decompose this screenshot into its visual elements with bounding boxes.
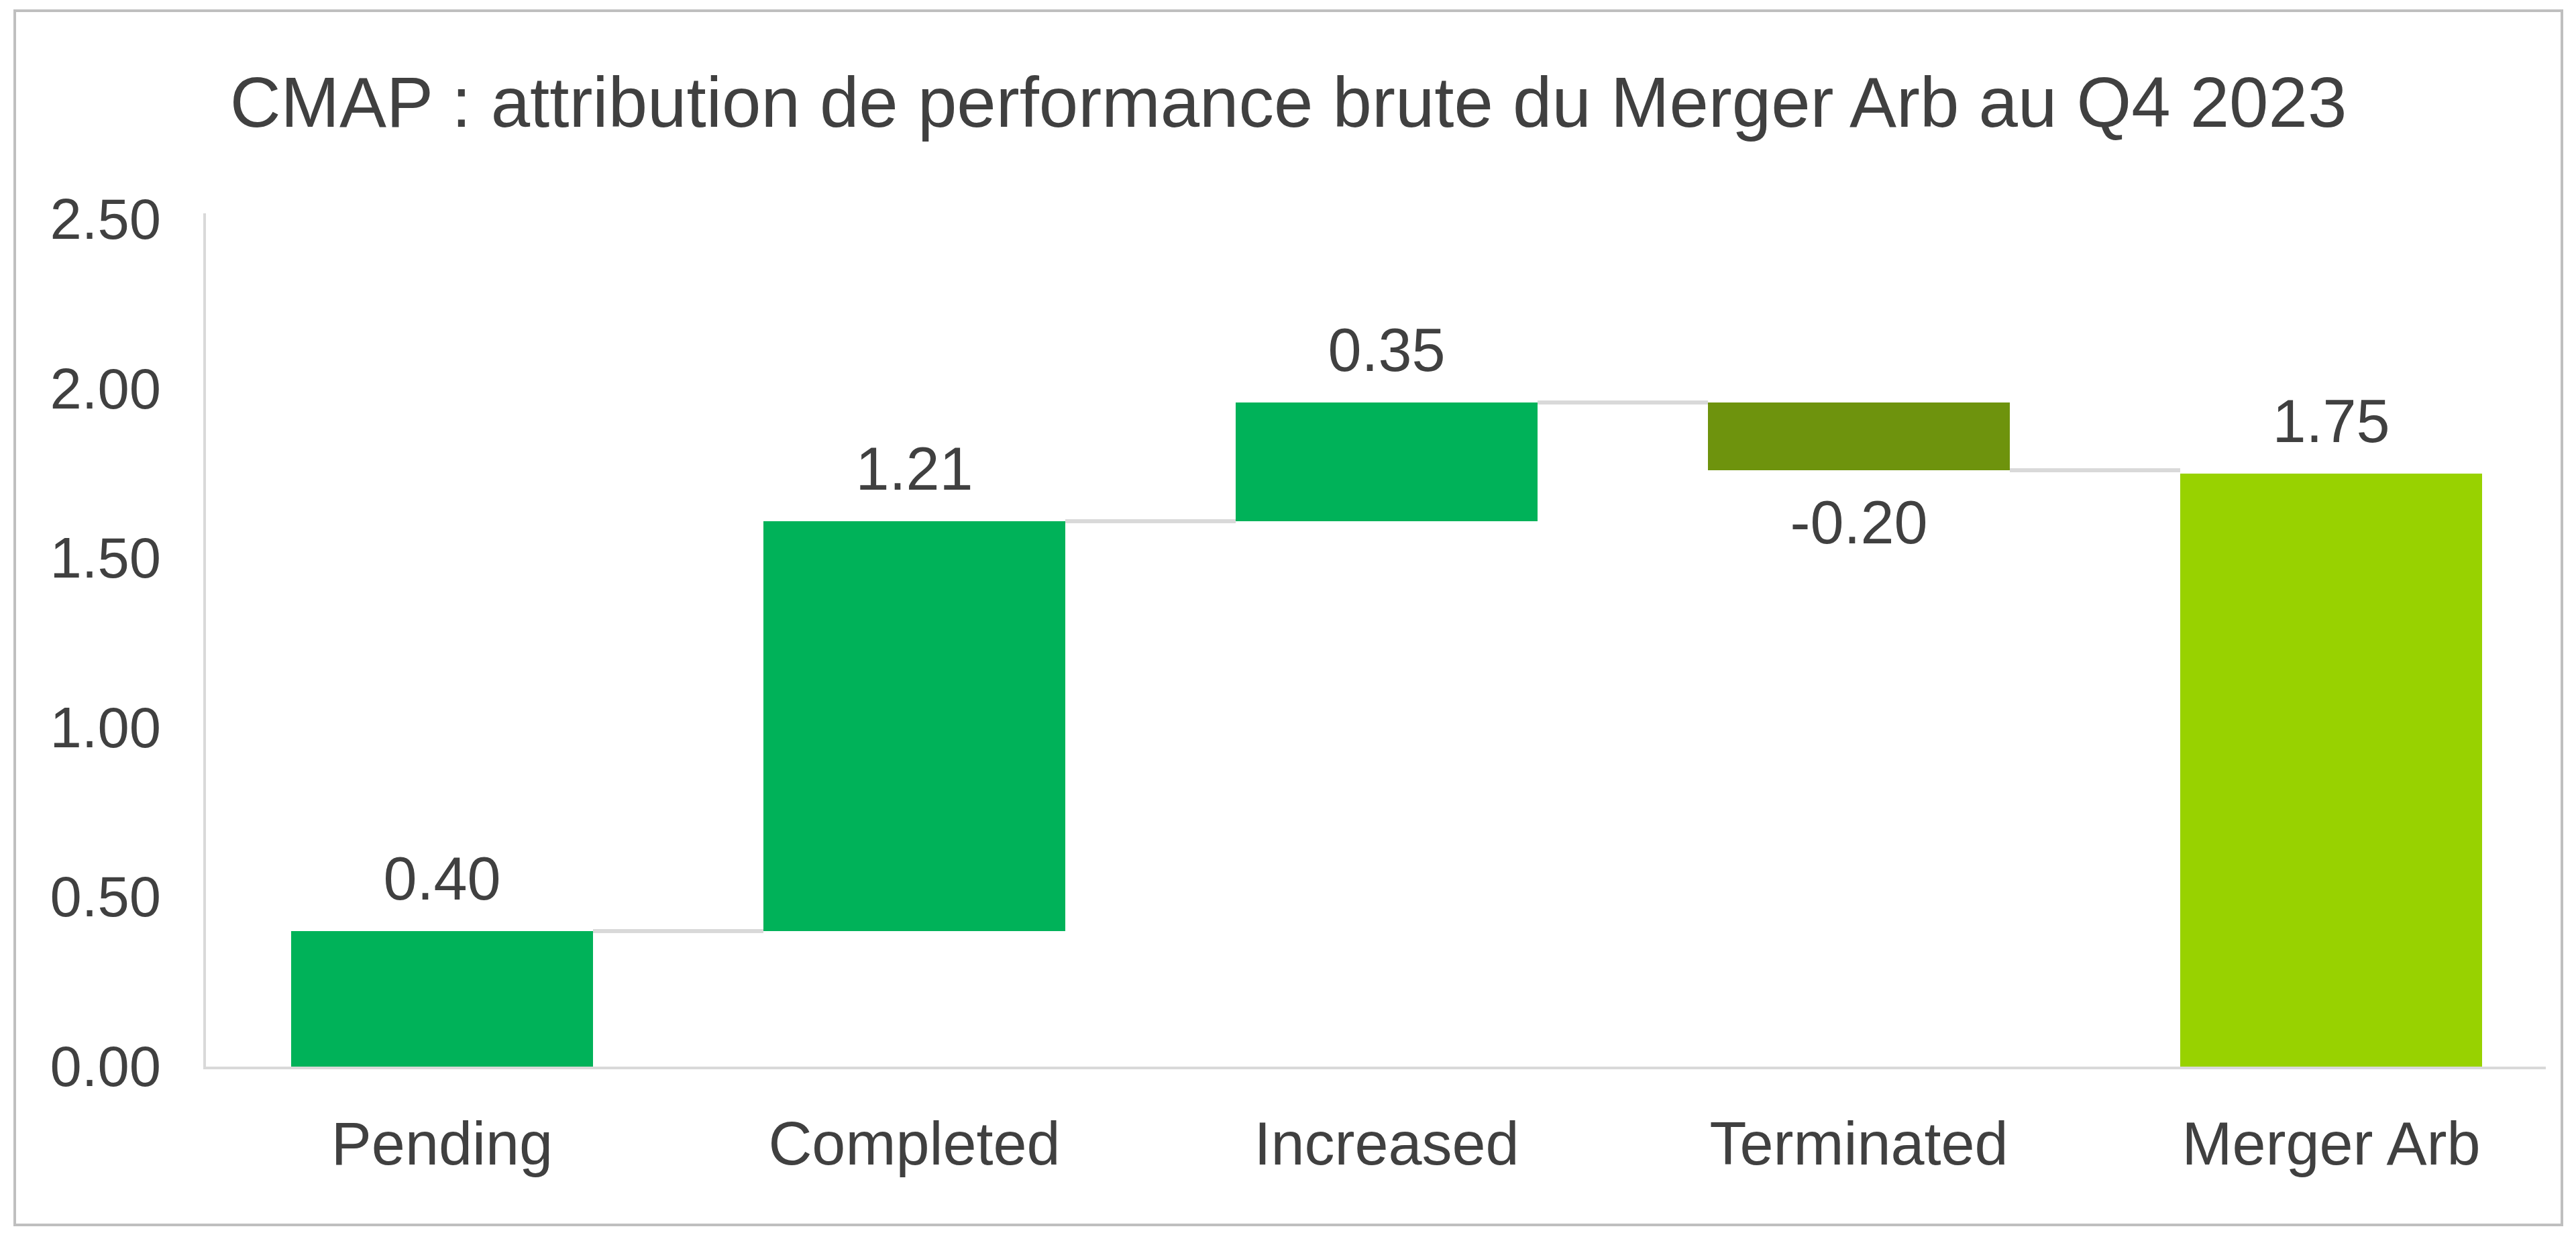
y-tick-label: 0.50	[0, 863, 161, 930]
y-tick-label: 2.50	[0, 186, 161, 253]
connector-line	[2010, 468, 2180, 472]
waterfall-bar-terminated	[1708, 402, 2010, 470]
x-axis-line	[203, 1067, 2546, 1069]
waterfall-bar-pending	[291, 931, 593, 1067]
connector-line	[593, 929, 763, 933]
y-tick-label: 0.00	[0, 1033, 161, 1100]
connector-line	[1538, 400, 1708, 405]
chart-canvas: CMAP : attribution de performance brute …	[0, 0, 2576, 1239]
waterfall-bar-merger-arb	[2180, 474, 2482, 1067]
category-axis-label: Increased	[1150, 1107, 1623, 1181]
value-label: -0.20	[1623, 489, 2095, 556]
y-axis-line	[203, 213, 206, 1069]
value-label: 0.35	[1150, 317, 1623, 384]
value-label: 0.40	[206, 845, 678, 912]
y-tick-label: 1.50	[0, 525, 161, 592]
y-tick-label: 1.00	[0, 694, 161, 761]
category-axis-label: Completed	[678, 1107, 1150, 1181]
connector-line	[1065, 519, 1236, 523]
category-axis-label: Merger Arb	[2095, 1107, 2567, 1181]
value-label: 1.21	[678, 435, 1150, 502]
chart-title: CMAP : attribution de performance brute …	[97, 59, 2480, 146]
waterfall-bar-completed	[763, 521, 1065, 931]
waterfall-bar-increased	[1236, 402, 1538, 521]
value-label: 1.75	[2095, 388, 2567, 455]
y-tick-label: 2.00	[0, 356, 161, 423]
category-axis-label: Pending	[206, 1107, 678, 1181]
category-axis-label: Terminated	[1623, 1107, 2095, 1181]
